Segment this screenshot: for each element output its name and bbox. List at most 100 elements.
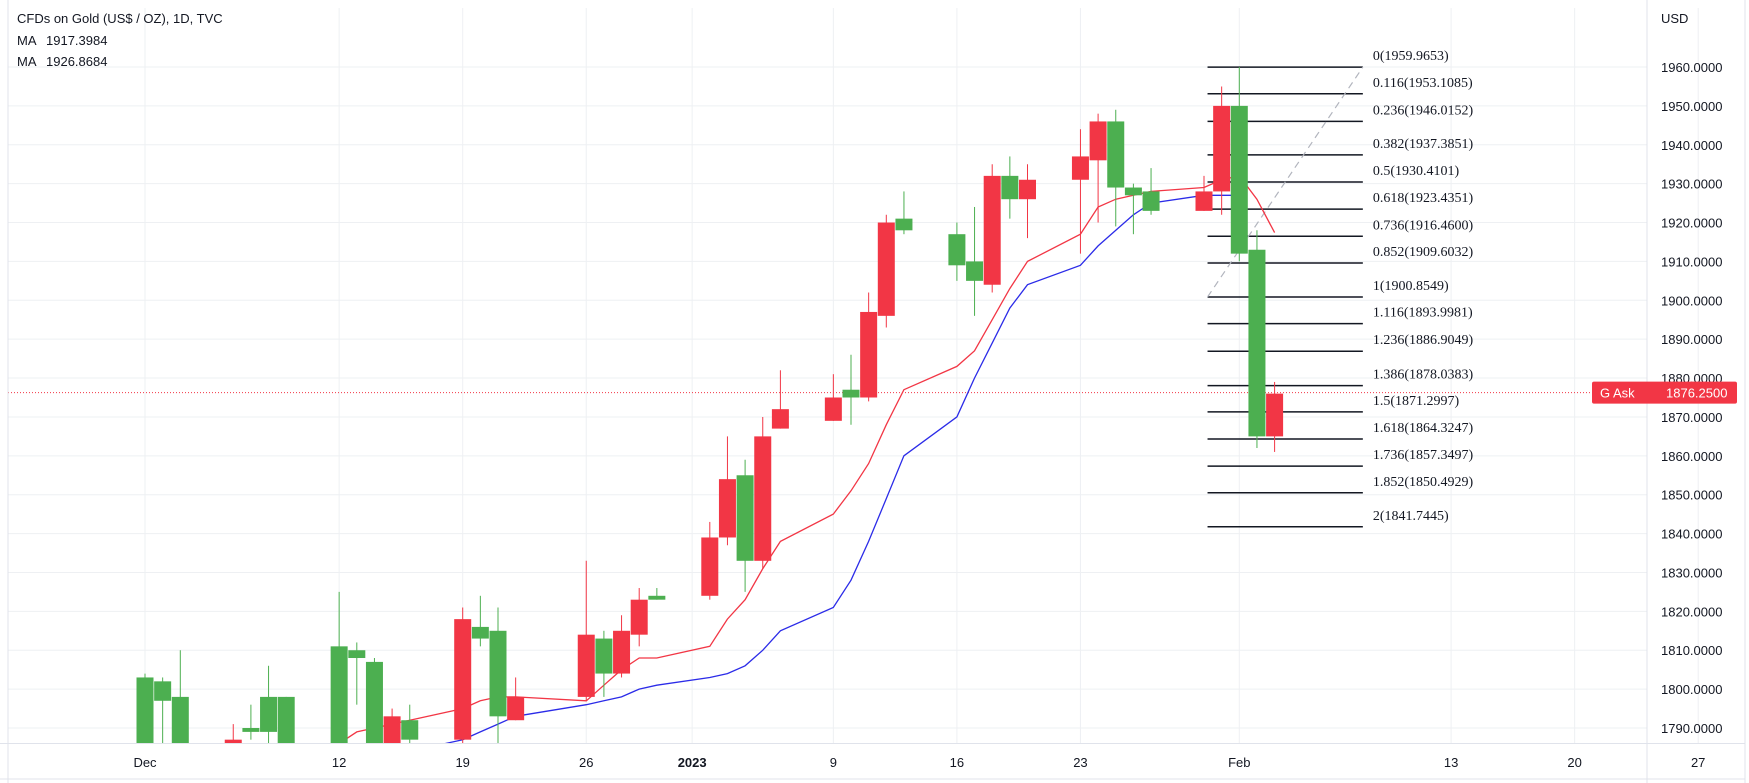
candle-body	[1266, 393, 1284, 437]
y-tick-label: 1850.0000	[1661, 488, 1722, 503]
y-tick-label: 1900.0000	[1661, 293, 1722, 308]
candle-body	[718, 479, 736, 538]
fib-retracement[interactable]: 0(1959.9653) 0.116(1953.1085) 0.236(1946.0…	[1207, 49, 1474, 528]
candle-body	[1001, 175, 1019, 200]
fib-level-label: 1.236(1886.9049)	[1373, 333, 1474, 348]
candle	[507, 677, 525, 721]
y-tick-label: 1930.0000	[1661, 177, 1722, 192]
ask-label: G Ask	[1600, 386, 1635, 401]
x-tick-label: 19	[455, 755, 469, 770]
ma2-value: 1926.8684	[46, 54, 107, 69]
chart-title: CFDs on Gold (US$ / OZ), 1D, TVC	[17, 11, 223, 26]
candle	[595, 630, 613, 697]
x-tick-label: 12	[332, 755, 346, 770]
y-tick-label: 1800.0000	[1661, 682, 1722, 697]
fib-level-label: 1.618(1864.3247)	[1373, 421, 1474, 436]
candle	[701, 521, 719, 600]
y-tick-label: 1920.0000	[1661, 216, 1722, 231]
candle	[1071, 129, 1089, 254]
ma-line-2	[444, 194, 1240, 744]
y-tick-label: 1840.0000	[1661, 527, 1722, 542]
candle	[895, 191, 913, 235]
fib-level-label: 0.116(1953.1085)	[1373, 76, 1473, 91]
candle-body	[348, 650, 366, 659]
candle	[1107, 109, 1125, 227]
x-tick-label: 27	[1691, 755, 1705, 770]
candle	[471, 595, 489, 647]
candle-body	[454, 619, 472, 740]
candle-body	[736, 475, 754, 561]
fib-level-label: 2(1841.7445)	[1373, 509, 1449, 524]
x-tick-label: 23	[1073, 755, 1087, 770]
candle-body	[383, 716, 401, 744]
candle-body	[242, 728, 260, 732]
x-tick-label: 16	[950, 755, 964, 770]
candles[interactable]	[136, 67, 1284, 744]
candle-body	[136, 677, 154, 744]
fib-level-label: 1.852(1850.4929)	[1373, 475, 1474, 490]
candle	[1019, 164, 1036, 239]
candle-body	[365, 661, 383, 744]
candle	[1195, 175, 1213, 211]
candle-body	[630, 599, 648, 635]
candle	[771, 370, 789, 429]
x-tick-label: 9	[830, 755, 837, 770]
candle-body	[860, 311, 878, 398]
fib-level-label: 1.736(1857.3497)	[1373, 448, 1474, 463]
candle-body	[1107, 121, 1125, 188]
candle	[489, 607, 507, 744]
candle-body	[1071, 156, 1089, 180]
candle	[365, 658, 383, 744]
y-tick-label: 1950.0000	[1661, 99, 1722, 114]
candle-body	[577, 634, 595, 697]
candle	[948, 222, 966, 281]
candle	[860, 292, 878, 402]
candle-body	[1230, 105, 1248, 254]
candle-body	[648, 595, 666, 600]
candle-body	[154, 681, 172, 701]
candle-body	[701, 537, 719, 596]
ask-badge-bg	[1592, 381, 1737, 404]
x-tick-label: 2023	[678, 755, 707, 770]
x-tick-label: 13	[1444, 755, 1458, 770]
fib-level-label: 0.618(1923.4351)	[1373, 191, 1474, 206]
candle-body	[1089, 121, 1107, 161]
candle	[136, 673, 154, 744]
fib-level-label: 0.382(1937.3851)	[1373, 137, 1474, 152]
candle	[842, 354, 860, 425]
legend: CFDs on Gold (US$ / OZ), 1D, TVC MA 1917…	[17, 11, 1688, 69]
candle	[630, 588, 648, 647]
candle	[577, 560, 595, 701]
fib-level-label: 1.5(1871.2997)	[1373, 394, 1460, 409]
candle	[754, 416, 772, 569]
candle	[1266, 381, 1284, 452]
candle	[718, 436, 736, 546]
y-tick-label: 1830.0000	[1661, 565, 1722, 580]
candle	[1213, 86, 1231, 215]
candle-body	[1142, 191, 1160, 211]
currency-label: USD	[1661, 11, 1688, 26]
ask-value: 1876.2500	[1666, 386, 1727, 401]
candle	[277, 696, 295, 744]
y-tick-label: 1890.0000	[1661, 332, 1722, 347]
candle	[330, 591, 348, 744]
candle-body	[824, 397, 842, 421]
fib-level-label: 1.386(1878.0383)	[1373, 368, 1474, 383]
candle-body	[1195, 191, 1213, 211]
candle	[824, 374, 842, 421]
ask-badge[interactable]: G Ask 1876.2500	[1592, 381, 1737, 404]
candle-body	[1213, 105, 1231, 192]
y-tick-label: 1820.0000	[1661, 604, 1722, 619]
fib-level-label: 0.5(1930.4101)	[1373, 164, 1460, 179]
fib-level-label: 0.736(1916.4600)	[1373, 218, 1474, 233]
candle-body	[595, 638, 613, 674]
y-tick-label: 1790.0000	[1661, 721, 1722, 736]
candle-body	[948, 234, 966, 266]
candle-body	[471, 626, 489, 639]
candle	[877, 214, 895, 328]
candle	[648, 588, 666, 600]
candle-body	[507, 696, 525, 721]
candle	[348, 642, 366, 705]
